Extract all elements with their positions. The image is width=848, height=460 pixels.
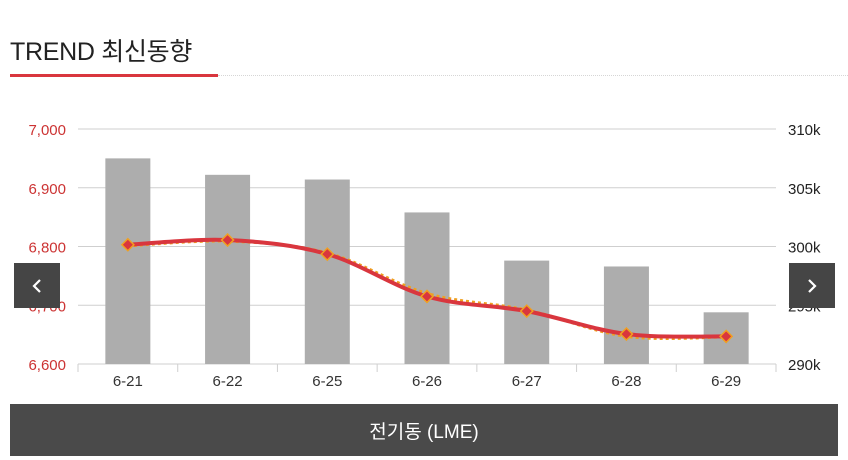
x-axis-tick-label: 6-29 [711,373,741,390]
data-point-marker [419,289,435,304]
page-title: TREND 최신동향 [10,38,193,66]
right-axis-tick-label: 300k [788,240,821,257]
data-point-marker [619,326,634,342]
x-axis-tick-label: 6-21 [113,373,143,390]
right-axis-tick-label: 310k [788,122,821,139]
data-point-marker [320,247,335,262]
header-divider [218,75,848,76]
left-axis-tick-label: 6,600 [28,357,66,374]
x-axis-tick-label: 6-26 [412,373,442,390]
trend-chart: 7,000310k6,900305k6,800300k6,700295k6,60… [0,110,848,400]
right-axis-tick-label: 305k [788,181,821,198]
x-axis-tick-label: 6-27 [512,373,542,390]
left-axis-tick-label: 7,000 [28,122,66,139]
data-point-marker [220,232,235,248]
section-header: TREND 최신동향 [10,30,848,80]
data-point-marker [120,237,135,252]
bar [404,212,450,364]
commodity-label: 전기동 (LME) [369,421,479,443]
bar [304,179,350,364]
right-axis-tick-label: 290k [788,357,821,374]
bar [105,158,151,364]
data-point-marker [719,329,734,344]
data-point-marker [519,304,534,319]
title-underline [10,74,218,77]
chevron-left-icon [32,278,41,293]
x-axis-tick-label: 6-28 [611,373,641,390]
x-axis-tick-label: 6-25 [312,373,342,390]
bar [603,266,649,364]
x-axis-tick-label: 6-22 [213,373,243,390]
bar [205,174,251,364]
chart-canvas: 7,000310k6,900305k6,800300k6,700295k6,60… [28,122,821,390]
left-axis-tick-label: 6,800 [28,240,66,257]
chevron-right-icon [808,278,817,293]
left-axis-tick-label: 6,900 [28,181,66,198]
prev-button[interactable] [14,263,60,308]
commodity-tab[interactable]: 전기동 (LME) [10,404,838,456]
next-button[interactable] [789,263,835,308]
